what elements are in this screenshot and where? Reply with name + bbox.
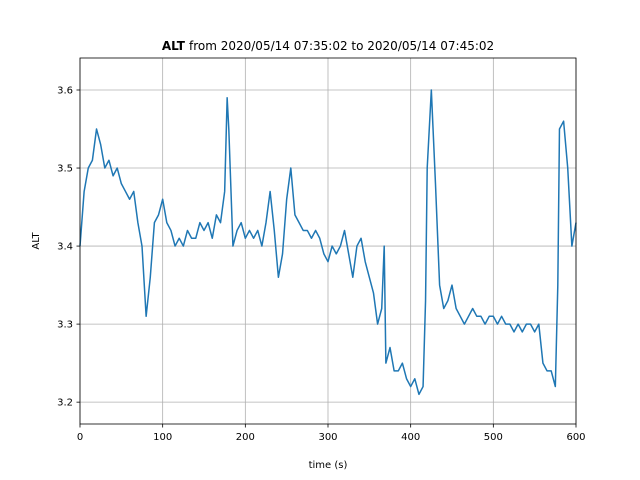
x-tick-label: 600 xyxy=(566,432,585,443)
data-line xyxy=(79,89,577,396)
title-range: from 2020/05/14 07:35:02 to 2020/05/14 0… xyxy=(189,39,494,53)
x-tick-label: 500 xyxy=(484,432,503,443)
plot-frame xyxy=(79,57,577,425)
y-axis-label: ALT xyxy=(31,232,42,250)
y-tick-label: 3.6 xyxy=(57,85,73,96)
x-axis-label: time (s) xyxy=(309,460,348,471)
y-tick-label: 3.5 xyxy=(57,164,73,175)
x-tick-label: 300 xyxy=(318,432,337,443)
y-tick-label: 3.2 xyxy=(57,398,73,409)
x-tick-label: 0 xyxy=(77,432,83,443)
y-tick-label: 3.3 xyxy=(57,320,73,331)
x-tick-label: 100 xyxy=(153,432,172,443)
title-variable: ALT xyxy=(162,39,186,53)
chart-title: ALT from 2020/05/14 07:35:02 to 2020/05/1… xyxy=(162,39,494,53)
x-tick-label: 400 xyxy=(401,432,420,443)
x-tick-label: 200 xyxy=(236,432,255,443)
y-tick-label: 3.4 xyxy=(57,242,73,253)
